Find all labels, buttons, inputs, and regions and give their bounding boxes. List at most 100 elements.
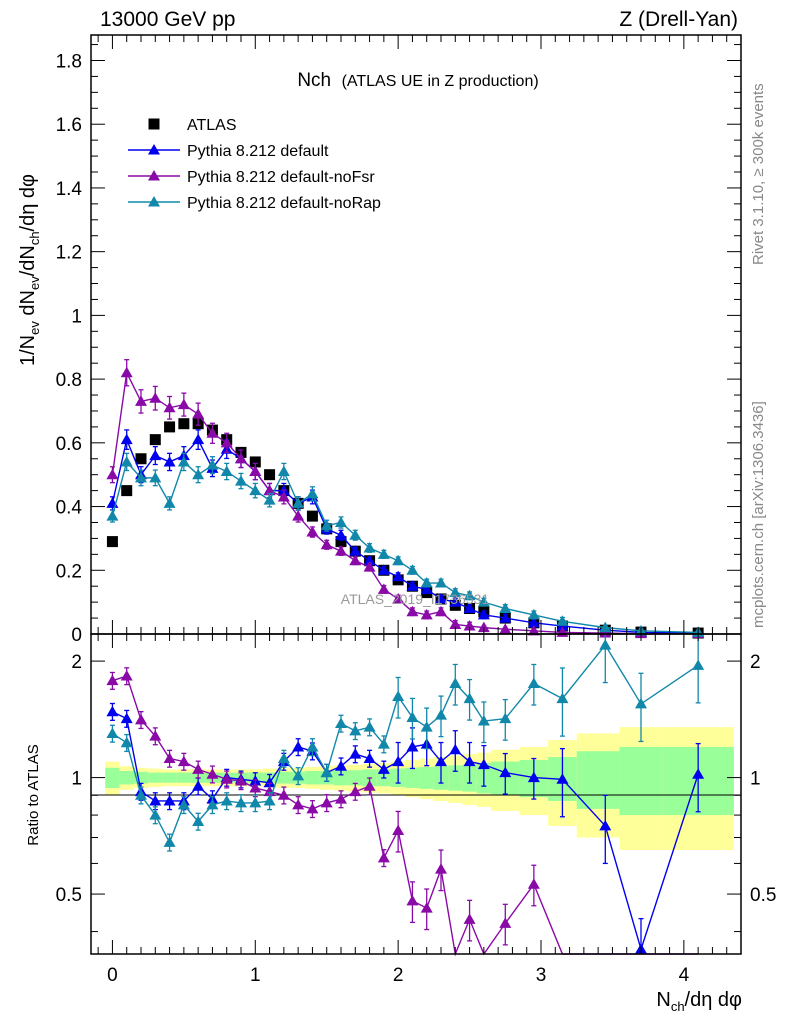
ratio-point xyxy=(435,755,447,767)
mc-point xyxy=(377,583,390,594)
ratio-point xyxy=(335,793,347,804)
ratio-point xyxy=(463,692,476,704)
x-tick-label: 1 xyxy=(250,965,261,986)
ratio-point xyxy=(420,721,433,732)
ratio-point xyxy=(192,780,205,791)
ratio-point xyxy=(249,796,262,808)
ratio-point xyxy=(106,705,119,717)
ratio-point xyxy=(420,902,433,913)
ratio-point xyxy=(335,717,347,728)
mc-point xyxy=(449,596,462,607)
ratio-point xyxy=(406,711,419,722)
mc-point xyxy=(599,621,612,633)
watermark: ATLAS_2019_I1736531 xyxy=(341,591,490,607)
ratio-point xyxy=(192,763,205,774)
ratio-point xyxy=(263,794,276,806)
ratio-frame xyxy=(90,633,742,955)
mc-point xyxy=(477,596,490,607)
ratio-panel: 0 1 2 3 4 0.5 0.5 1 1 2 2 Ratio to ATLAS xyxy=(25,633,776,986)
atlas-point xyxy=(306,510,318,522)
ratio-point xyxy=(220,773,233,784)
y-tick-label: 1 xyxy=(71,306,82,327)
ratio-point xyxy=(363,721,376,732)
y-tick-label: 0.4 xyxy=(56,498,83,519)
mc-point xyxy=(349,554,362,566)
uncertainty-band-inner xyxy=(333,770,349,786)
atlas-point xyxy=(335,536,347,548)
legend-marker xyxy=(148,118,160,130)
mc-point xyxy=(477,608,490,620)
main-ylabel: 1/Nev dNev/dNch/dη dφ xyxy=(17,174,42,366)
mc-point xyxy=(499,623,512,634)
mc-point xyxy=(306,526,319,537)
mc-point xyxy=(163,497,176,508)
mc-point xyxy=(277,490,290,502)
ratio-point xyxy=(220,794,233,806)
y-tick-label: 1.4 xyxy=(56,179,83,200)
ratio-point xyxy=(135,789,147,800)
legend-entry: Pythia 8.212 default-noFsr xyxy=(128,169,375,186)
ratio-point xyxy=(477,715,490,726)
main-panel: 0 0.2 0.4 0.6 0.8 1 1.2 1.4 1.6 1.8 Nch (ATLAS UE… xyxy=(17,34,742,646)
ratio-axes: 0 1 2 3 4 0.5 0.5 1 1 2 2 xyxy=(56,634,776,986)
ratio-point xyxy=(435,709,447,720)
mc-point xyxy=(106,468,119,480)
uncertainty-band-inner xyxy=(105,767,120,788)
mc-point xyxy=(363,561,376,572)
mc-point xyxy=(206,427,219,438)
ratio-y-tick-label-right: 0.5 xyxy=(750,885,776,906)
mc-point xyxy=(235,475,247,486)
ratio-point xyxy=(499,917,512,928)
mc-point xyxy=(135,395,147,406)
ratio-point xyxy=(306,740,319,752)
ratio-y-tick-label-right: 1 xyxy=(750,769,761,790)
mc-point xyxy=(406,580,419,591)
mc-point xyxy=(435,592,447,604)
mc-point xyxy=(149,471,162,483)
mc-point xyxy=(206,459,219,470)
legend-label: ATLAS xyxy=(187,117,237,134)
y-tick-label: 1.6 xyxy=(56,115,82,136)
uncertainty-band-inner xyxy=(276,771,291,784)
mc-point xyxy=(377,548,390,559)
mc-point xyxy=(192,433,205,445)
mc-point xyxy=(192,468,205,480)
mc-point xyxy=(527,616,540,628)
ratio-point xyxy=(527,771,540,783)
mcplots-label: mcplots.cern.ch [arXiv:1306.3436] xyxy=(750,401,767,628)
legend-label: Pythia 8.212 default xyxy=(187,143,329,160)
ratio-point xyxy=(406,740,419,752)
ratio-point xyxy=(406,894,419,906)
mc-point xyxy=(249,484,262,496)
mc-point xyxy=(477,621,490,633)
ratio-point xyxy=(499,766,512,778)
ratio-point xyxy=(556,773,569,784)
main-title-nch: Nch xyxy=(297,70,331,91)
mc-point xyxy=(599,627,612,638)
mc-point xyxy=(499,602,512,614)
mc-point xyxy=(392,570,405,582)
mc-point xyxy=(463,620,476,631)
uncertainty-band-inner xyxy=(348,770,363,786)
mc-point xyxy=(277,465,290,477)
ratio-point xyxy=(106,674,119,686)
mc-point xyxy=(335,529,347,540)
legend-marker xyxy=(148,144,160,155)
mc-point xyxy=(263,484,276,496)
legend: ATLAS Pythia 8.212 default Pythia 8.212 de… xyxy=(128,117,381,212)
atlas-point xyxy=(135,453,147,465)
ratio-point xyxy=(556,692,569,704)
atlas-point xyxy=(178,418,190,430)
mc-point xyxy=(292,510,305,521)
ratio-point xyxy=(292,769,305,781)
ratio-point xyxy=(392,690,405,702)
ratio-point xyxy=(320,766,333,778)
y-tick-label: 0.2 xyxy=(56,561,82,582)
mc-point xyxy=(220,465,233,477)
ratio-point xyxy=(599,639,612,650)
x-axis-label: Nch/dη dφ xyxy=(656,989,742,1014)
mc-point xyxy=(220,436,233,448)
mc-point xyxy=(263,494,276,505)
mc-point xyxy=(420,577,433,588)
ratio-point xyxy=(377,851,390,863)
